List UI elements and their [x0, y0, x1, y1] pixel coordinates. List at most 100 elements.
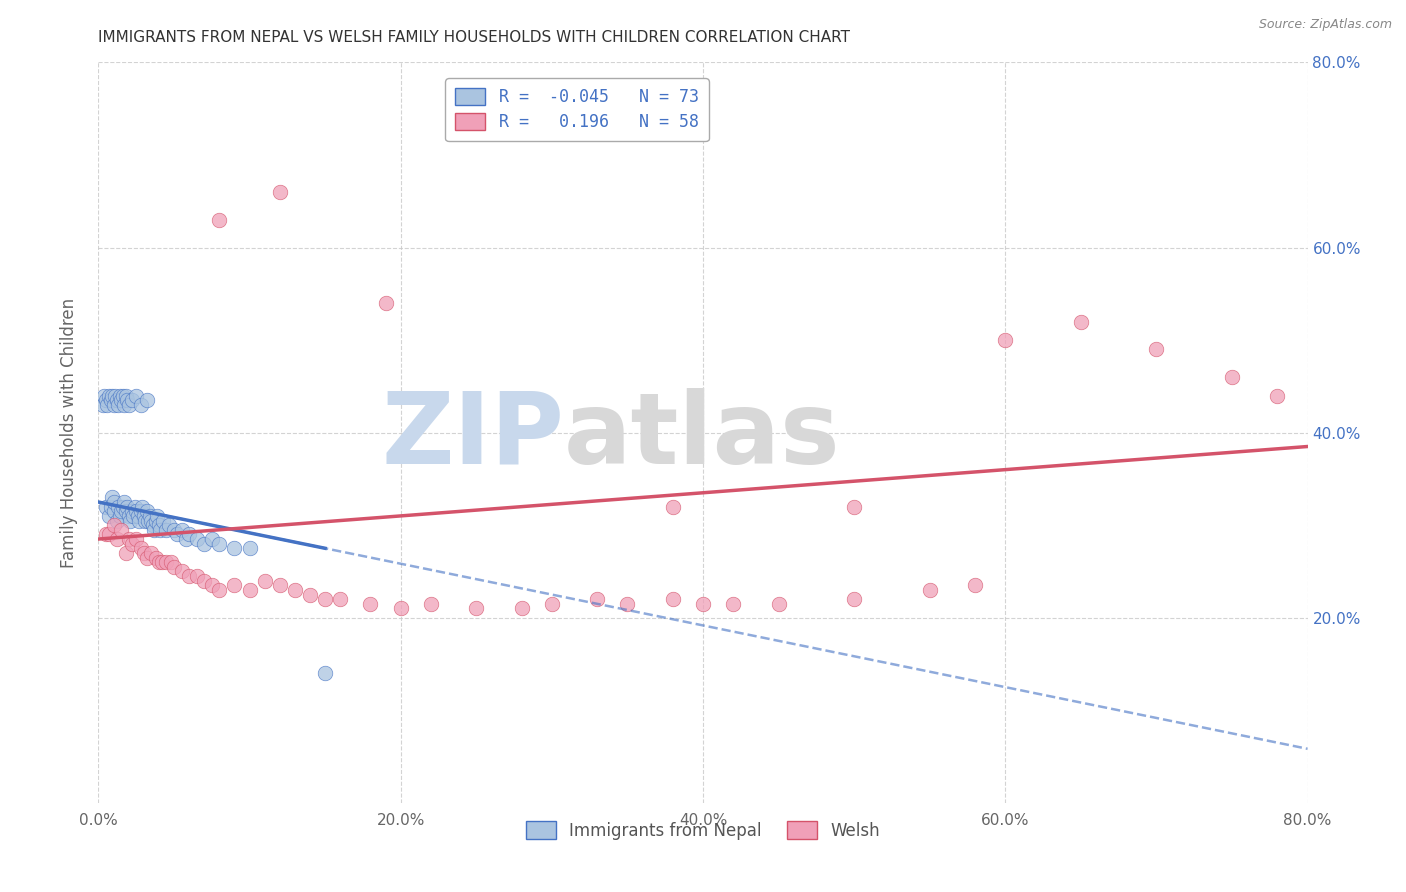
Point	[1070, 314, 1092, 328]
Point	[141, 514, 163, 528]
Point	[201, 532, 224, 546]
Point	[360, 597, 382, 611]
Point	[114, 388, 136, 402]
Point	[93, 388, 115, 402]
Point	[135, 504, 157, 518]
Point	[128, 514, 150, 528]
Point	[98, 527, 121, 541]
Point	[540, 597, 562, 611]
Point	[94, 393, 117, 408]
Point	[224, 578, 246, 592]
Point	[103, 518, 125, 533]
Point	[111, 500, 134, 514]
Point	[94, 500, 117, 514]
Point	[170, 565, 193, 579]
Point	[136, 514, 159, 528]
Point	[994, 333, 1017, 347]
Point	[166, 527, 188, 541]
Point	[91, 398, 114, 412]
Point	[148, 518, 170, 533]
Text: Source: ZipAtlas.com: Source: ZipAtlas.com	[1258, 18, 1392, 31]
Point	[108, 388, 131, 402]
Point	[965, 578, 987, 592]
Point	[239, 541, 262, 556]
Point	[768, 597, 790, 611]
Point	[96, 398, 118, 412]
Point	[314, 666, 336, 681]
Point	[224, 541, 246, 556]
Point	[208, 582, 231, 597]
Point	[253, 574, 276, 588]
Point	[114, 504, 136, 518]
Point	[105, 393, 128, 408]
Point	[152, 514, 174, 528]
Point	[208, 212, 231, 227]
Point	[100, 500, 122, 514]
Point	[170, 523, 193, 537]
Point	[101, 491, 124, 505]
Legend: Immigrants from Nepal, Welsh: Immigrants from Nepal, Welsh	[519, 814, 887, 847]
Point	[103, 495, 125, 509]
Text: IMMIGRANTS FROM NEPAL VS WELSH FAMILY HOUSEHOLDS WITH CHILDREN CORRELATION CHART: IMMIGRANTS FROM NEPAL VS WELSH FAMILY HO…	[98, 29, 851, 45]
Point	[121, 504, 143, 518]
Point	[129, 541, 152, 556]
Point	[121, 536, 143, 550]
Point	[239, 582, 262, 597]
Point	[121, 393, 143, 408]
Text: atlas: atlas	[564, 388, 841, 485]
Point	[586, 592, 609, 607]
Y-axis label: Family Households with Children: Family Households with Children	[59, 298, 77, 567]
Point	[465, 601, 488, 615]
Point	[160, 555, 183, 569]
Point	[145, 550, 167, 565]
Point	[1220, 370, 1243, 384]
Point	[150, 555, 173, 569]
Point	[299, 588, 322, 602]
Point	[94, 527, 117, 541]
Point	[163, 523, 186, 537]
Point	[284, 582, 307, 597]
Point	[208, 536, 231, 550]
Point	[141, 546, 163, 560]
Point	[186, 569, 208, 583]
Point	[146, 508, 169, 523]
Point	[1144, 343, 1167, 357]
Point	[329, 592, 352, 607]
Point	[179, 569, 201, 583]
Point	[103, 504, 125, 518]
Point	[269, 185, 291, 199]
Point	[389, 601, 412, 615]
Point	[269, 578, 291, 592]
Point	[314, 592, 336, 607]
Point	[125, 504, 148, 518]
Point	[1267, 388, 1289, 402]
Point	[142, 518, 165, 533]
Point	[122, 508, 145, 523]
Point	[108, 508, 131, 523]
Point	[110, 393, 132, 408]
Point	[420, 597, 443, 611]
Point	[104, 388, 127, 402]
Point	[510, 601, 533, 615]
Point	[98, 388, 121, 402]
Point	[149, 523, 172, 537]
Point	[105, 532, 128, 546]
Text: ZIP: ZIP	[381, 388, 564, 485]
Point	[110, 523, 132, 537]
Point	[110, 504, 132, 518]
Point	[723, 597, 745, 611]
Point	[101, 388, 124, 402]
Point	[115, 393, 138, 408]
Point	[98, 508, 121, 523]
Point	[616, 597, 638, 611]
Point	[174, 532, 197, 546]
Point	[193, 536, 215, 550]
Point	[112, 495, 135, 509]
Point	[107, 500, 129, 514]
Point	[125, 532, 148, 546]
Point	[155, 555, 177, 569]
Point	[844, 592, 866, 607]
Point	[159, 518, 181, 533]
Point	[135, 550, 157, 565]
Point	[105, 514, 128, 528]
